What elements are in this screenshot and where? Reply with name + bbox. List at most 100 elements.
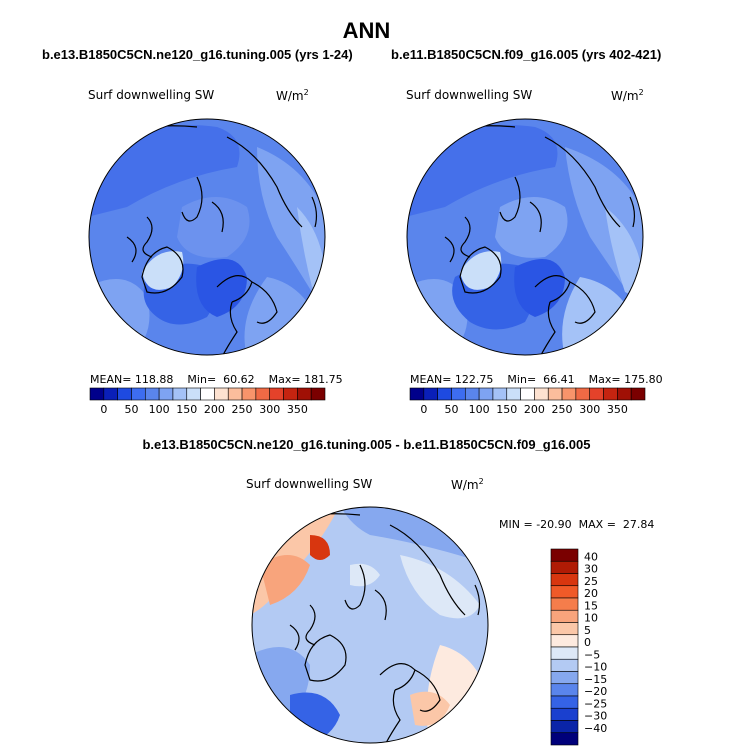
diff-colorbar-swatch — [550, 573, 579, 587]
diff-colorbar-swatch — [550, 707, 579, 721]
diff-colorbar-tick-label: −15 — [584, 673, 607, 686]
panel-2-colorbar-swatch — [506, 387, 521, 401]
panel-1-colorbar-tick-label: 250 — [232, 403, 253, 416]
panel-2-colorbar-swatch — [575, 387, 591, 401]
panel-2-colorbar-swatch — [561, 387, 577, 401]
diff-colorbar-swatch — [550, 732, 579, 746]
panel-2-colorbar-swatch — [409, 387, 425, 401]
diff-colorbar-tick-label: −40 — [584, 722, 607, 735]
diff-min: -20.90 — [536, 518, 572, 531]
panel-2-colorbar-swatch — [630, 387, 646, 401]
panel-1-colorbar-tick-label: 300 — [259, 403, 280, 416]
panel-1-colorbar-swatch — [297, 387, 312, 401]
figure-title: ANN — [342, 18, 391, 43]
panel-1-field-region — [177, 197, 250, 258]
panel-1-colorbar-swatch — [158, 387, 174, 401]
panel-2-colorbar-tick-label: 200 — [524, 403, 545, 416]
panel-1-case-title: b.e13.B1850C5CN.ne120_g16.tuning.005 (yr… — [42, 47, 353, 62]
panel-2-colorbar-swatch — [451, 387, 466, 401]
panel-1-colorbar-tick-label: 350 — [287, 403, 308, 416]
panel-2-colorbar-tick-label: 350 — [607, 403, 628, 416]
panel-1-max: 181.75 — [304, 373, 343, 386]
panel-2-colorbar-tick-label: 50 — [444, 403, 458, 416]
diff-colorbar-swatch — [550, 646, 579, 660]
panel-2-greenland-region — [460, 251, 502, 290]
diff-colorbar-swatch — [550, 560, 579, 574]
diff-colorbar-swatch — [550, 634, 579, 648]
panel-1-colorbar-swatch — [172, 387, 188, 401]
diff-colorbar-tick-label: 0 — [584, 636, 591, 649]
panel-2-map — [406, 118, 644, 356]
diff-colorbar-swatch — [550, 597, 579, 611]
panel-1-min: 60.62 — [223, 373, 255, 386]
panel-1-map — [88, 118, 326, 356]
panel-2-colorbar-tick-label: 250 — [552, 403, 573, 416]
panel-2-field-region — [514, 259, 565, 317]
panel-2-colorbar-tick-label: 300 — [579, 403, 600, 416]
diff-colorbar-tick-label: −25 — [584, 697, 607, 710]
panel-2-field-region — [495, 197, 568, 258]
panel-1-variable-label: Surf downwelling SW — [88, 88, 215, 102]
panel-2-colorbar: 0 50 100 150 200 250 300 350 — [409, 387, 646, 416]
panel-2-case-title: b.e11.B1850C5CN.f09_g16.005 (yrs 402-421… — [391, 47, 662, 62]
diff-colorbar-swatch — [550, 622, 579, 636]
panel-1-units-label: W/m2 — [276, 88, 309, 103]
panel-2-colorbar-swatch — [603, 387, 618, 401]
panel-1-greenland-region — [142, 251, 184, 290]
panel-2-colorbar-swatch — [423, 387, 438, 401]
diff-case-title: b.e13.B1850C5CN.ne120_g16.tuning.005 - b… — [142, 437, 591, 452]
diff-variable-label: Surf downwelling SW — [246, 477, 373, 491]
panel-2-colorbar-tick-label: 0 — [420, 403, 427, 416]
diff-colorbar-swatch — [550, 683, 579, 697]
panel-1-colorbar-swatch — [144, 387, 160, 401]
panel-2-colorbar-swatch — [492, 387, 508, 401]
diff-colorbar-swatch — [550, 585, 579, 599]
diff-field-region — [310, 535, 330, 560]
panel-1-colorbar-swatch — [89, 387, 105, 401]
diff-stats: MIN = -20.90 MAX = 27.84 — [499, 518, 655, 531]
panel-1-mean: 118.88 — [134, 373, 174, 386]
panel-1-colorbar-tick-label: 0 — [100, 403, 107, 416]
panel-1-colorbar-swatch — [200, 387, 215, 401]
panel-1-colorbar-tick-label: 150 — [176, 403, 197, 416]
panel-1-colorbar-swatch — [117, 387, 132, 401]
diff-units-label: W/m2 — [451, 477, 484, 492]
diff-colorbar-tick-label: 10 — [584, 612, 598, 625]
diff-colorbar-tick-label: −5 — [584, 648, 600, 661]
diff-colorbar-tick-label: 40 — [584, 550, 598, 563]
panel-2-field-region — [605, 207, 643, 302]
panel-1-field-region — [196, 259, 247, 317]
panel-1-field-region — [89, 279, 150, 355]
panel-1-colorbar-swatch — [227, 387, 243, 401]
panel-2-colorbar-tick-label: 150 — [496, 403, 517, 416]
panel-2-colorbar-swatch — [464, 387, 480, 401]
diff-colorbar-swatch — [550, 658, 579, 672]
panel-1-colorbar-swatch — [283, 387, 298, 401]
panel-2-colorbar-swatch — [520, 387, 535, 401]
diff-map — [251, 506, 489, 744]
panel-1-colorbar-swatch — [214, 387, 229, 401]
diff-colorbar-tick-label: −30 — [584, 710, 607, 723]
diff-colorbar-tick-label: −10 — [584, 661, 607, 674]
panel-2-mean: 122.75 — [454, 373, 494, 386]
panel-2-colorbar-swatch — [547, 387, 563, 401]
panel-2-units-label: W/m2 — [611, 88, 644, 103]
panel-2-colorbar-swatch — [534, 387, 549, 401]
diff-field-region — [400, 555, 480, 619]
diff-colorbar-tick-label: −20 — [584, 685, 607, 698]
diff-field-region — [260, 555, 310, 605]
diff-colorbar-swatch — [550, 609, 579, 623]
diff-colorbar-swatch — [550, 548, 579, 562]
diff-field-region — [330, 597, 410, 665]
panel-1-colorbar-tick-label: 100 — [149, 403, 170, 416]
panel-2-map-border — [406, 118, 644, 356]
diff-colorbar-swatch — [550, 695, 579, 709]
panel-2-variable-label: Surf downwelling SW — [406, 88, 533, 102]
diff-colorbar-tick-label: 30 — [584, 563, 598, 576]
panel-1-colorbar-swatch — [186, 387, 201, 401]
panel-1-stats: MEAN= 118.88 Min= 60.62 Max= 181.75 — [90, 373, 343, 386]
panel-1-colorbar-swatch — [269, 387, 284, 401]
diff-colorbar-tick-label: 25 — [584, 575, 598, 588]
diff-colorbar-tick-label: 20 — [584, 587, 598, 600]
panel-1-map-border — [88, 118, 326, 356]
